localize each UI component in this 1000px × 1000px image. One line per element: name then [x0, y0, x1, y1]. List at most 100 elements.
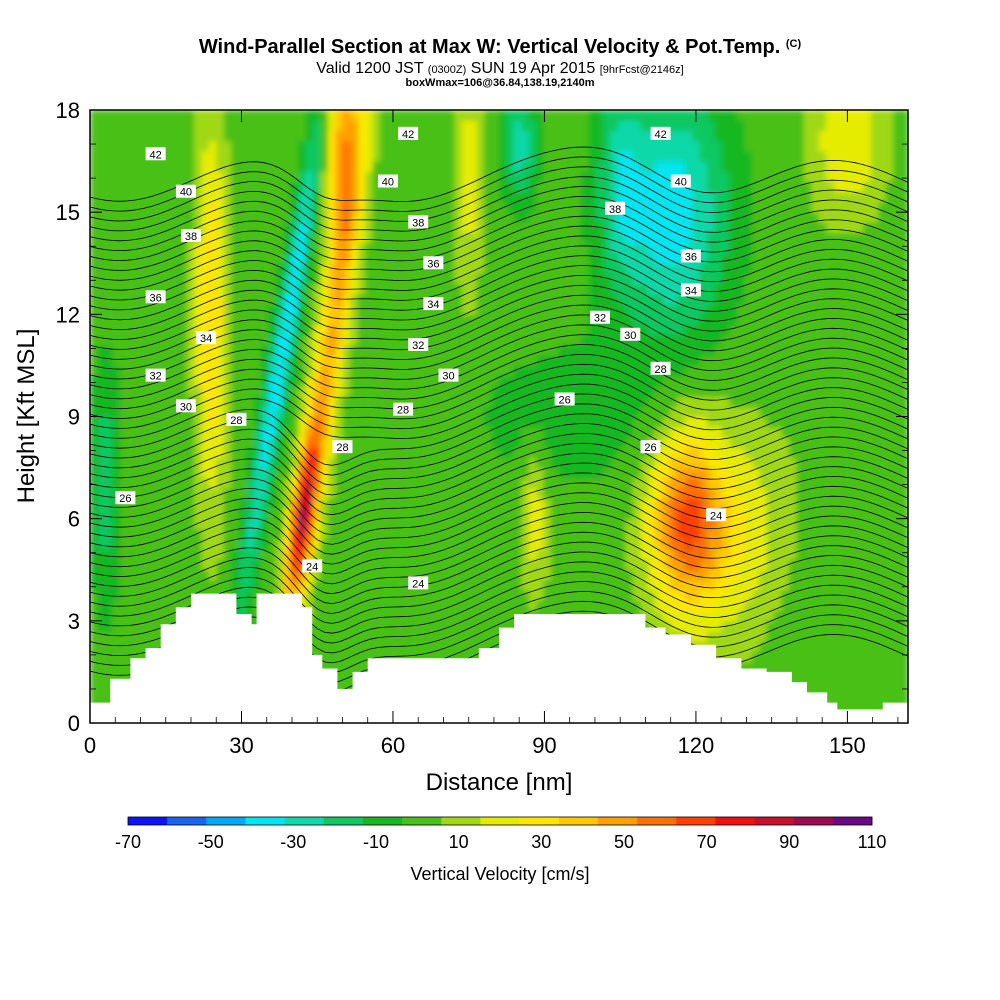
velocity-cell [134, 508, 143, 520]
velocity-cell [662, 488, 671, 499]
velocity-cell [699, 140, 708, 152]
velocity-cell [439, 120, 448, 132]
velocity-cell [513, 120, 522, 132]
velocity-cell [335, 508, 344, 520]
velocity-cell [506, 304, 515, 315]
velocity-cell [223, 293, 232, 305]
velocity-cell [246, 130, 255, 142]
velocity-cell [491, 477, 500, 489]
velocity-cell [684, 508, 693, 520]
velocity-cell [536, 539, 545, 550]
velocity-cell [186, 549, 195, 561]
velocity-cell [268, 436, 277, 448]
velocity-cell [417, 263, 426, 275]
velocity-cell [283, 222, 292, 234]
velocity-cell [394, 222, 403, 234]
velocity-cell [142, 620, 151, 632]
velocity-cell [380, 600, 389, 612]
velocity-cell [90, 140, 99, 152]
velocity-cell [558, 579, 567, 591]
velocity-cell [365, 365, 374, 377]
velocity-cell [417, 641, 426, 653]
velocity-cell [469, 232, 478, 244]
velocity-cell [112, 365, 121, 377]
velocity-cell [253, 375, 262, 387]
velocity-cell [528, 477, 537, 489]
velocity-cell [446, 508, 455, 520]
velocity-cell [261, 314, 270, 326]
velocity-cell [90, 549, 99, 561]
velocity-cell [632, 293, 641, 305]
velocity-cell [223, 334, 232, 346]
velocity-cell [342, 416, 351, 428]
velocity-cell [372, 477, 381, 489]
velocity-cell [670, 232, 679, 244]
velocity-cell [521, 263, 530, 275]
velocity-cell [677, 579, 686, 591]
velocity-cell [350, 498, 359, 510]
velocity-cell [283, 150, 292, 162]
velocity-cell [372, 212, 381, 223]
velocity-cell [238, 559, 247, 571]
velocity-cell [536, 569, 545, 581]
velocity-cell [97, 222, 106, 234]
velocity-cell [417, 559, 426, 571]
velocity-cell [595, 549, 604, 561]
velocity-cell [461, 498, 470, 510]
velocity-cell [461, 590, 470, 601]
velocity-cell [112, 161, 121, 172]
velocity-cell [536, 447, 545, 458]
velocity-cell [417, 406, 426, 418]
velocity-cell [171, 120, 180, 132]
velocity-cell [127, 171, 136, 183]
velocity-cell [617, 355, 627, 367]
velocity-cell [662, 161, 671, 172]
velocity-cell [97, 631, 106, 642]
velocity-cell [208, 355, 218, 367]
velocity-cell [320, 181, 329, 193]
velocity-cell [640, 191, 649, 203]
velocity-cell [424, 396, 433, 407]
velocity-cell [253, 518, 262, 530]
velocity-cell [610, 549, 619, 561]
velocity-cell [543, 375, 552, 387]
velocity-cell [208, 528, 218, 540]
velocity-cell [290, 283, 299, 295]
velocity-cell [432, 344, 441, 356]
velocity-cell [119, 334, 128, 346]
velocity-cell [350, 150, 359, 162]
velocity-cell [253, 488, 262, 499]
velocity-cell [446, 416, 455, 428]
velocity-cell [290, 334, 299, 346]
velocity-cell [268, 498, 277, 510]
velocity-cell [283, 569, 292, 581]
velocity-cell [156, 355, 165, 367]
velocity-cell [402, 191, 411, 203]
velocity-cell [231, 232, 240, 244]
velocity-cell [365, 447, 374, 458]
velocity-cell [149, 641, 158, 653]
velocity-cell [246, 140, 255, 152]
velocity-cell [558, 201, 567, 213]
velocity-cell [320, 579, 329, 591]
velocity-cell [275, 498, 284, 510]
velocity-cell [461, 232, 470, 244]
velocity-cell [335, 559, 344, 571]
velocity-cell [640, 222, 649, 234]
velocity-cell [558, 181, 567, 193]
velocity-cell [670, 467, 679, 479]
velocity-cell [298, 324, 307, 336]
velocity-cell [238, 436, 247, 448]
velocity-cell [573, 130, 582, 142]
velocity-cell [506, 171, 515, 183]
velocity-cell [491, 181, 500, 193]
velocity-cell [134, 498, 143, 510]
velocity-cell [201, 539, 210, 550]
velocity-cell [610, 253, 619, 264]
velocity-cell [149, 201, 158, 213]
velocity-cell [670, 130, 679, 142]
velocity-cell [261, 161, 270, 172]
velocity-cell [536, 518, 545, 530]
velocity-cell [290, 273, 299, 285]
velocity-cell [580, 447, 589, 458]
